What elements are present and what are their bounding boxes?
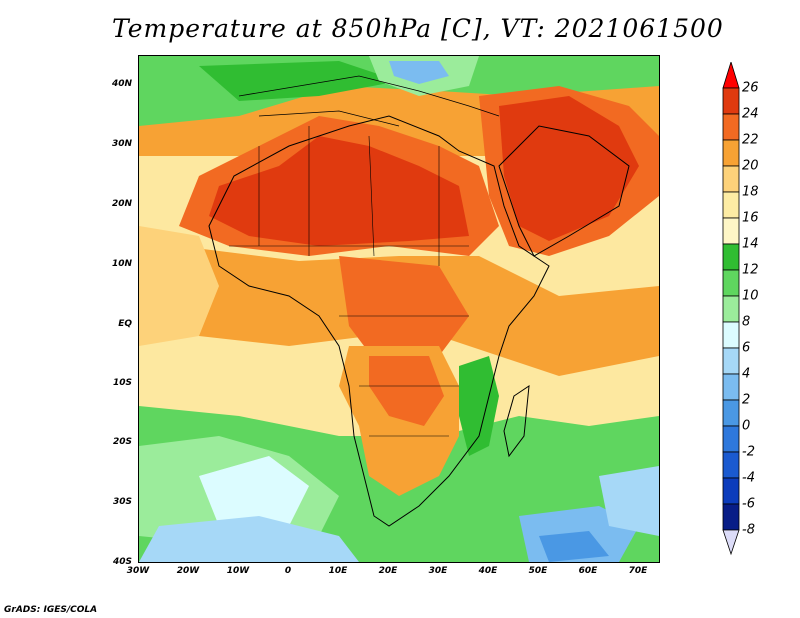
colorbar-label: -8 (742, 522, 755, 538)
temperature-map (138, 55, 660, 563)
colorbar-label: 24 (742, 106, 759, 122)
colorbar-segment (722, 295, 740, 323)
lon-tick-20e: 20E (378, 566, 398, 576)
lat-tick-20s: 20S (112, 437, 132, 447)
lon-tick-20w: 20W (176, 566, 200, 576)
lon-tick-50e: 50E (528, 566, 548, 576)
colorbar-label: 14 (742, 236, 759, 252)
colorbar-segment (722, 425, 740, 453)
lon-tick-40e: 40E (478, 566, 498, 576)
colorbar-segment (722, 191, 740, 219)
lon-tick-30e: 30E (428, 566, 448, 576)
credit-text: GrADS: IGES/COLA (4, 605, 98, 615)
colorbar-label: -6 (742, 496, 755, 512)
lon-tick-70e: 70E (628, 566, 648, 576)
colorbar-label: 6 (742, 340, 751, 356)
colorbar-label: 2 (742, 392, 751, 408)
colorbar-segment (722, 477, 740, 505)
colorbar-label: 22 (742, 132, 759, 148)
colorbar-label: 26 (742, 80, 759, 96)
colorbar (722, 62, 740, 556)
colorbar-segment (722, 503, 740, 531)
lat-tick-30s: 30S (112, 497, 132, 507)
chart-title: Temperature at 850hPa [C], VT: 202106150… (112, 14, 724, 43)
colorbar-segment (722, 113, 740, 141)
colorbar-segment (722, 529, 740, 556)
lon-tick-10w: 10W (226, 566, 250, 576)
colorbar-label: 4 (742, 366, 751, 382)
colorbar-label: 18 (742, 184, 759, 200)
lon-tick-10e: 10E (328, 566, 348, 576)
colorbar-segment (722, 165, 740, 193)
colorbar-label: 20 (742, 158, 759, 174)
colorbar-label: 0 (742, 418, 751, 434)
lat-tick-30n: 30N (111, 139, 132, 149)
lon-tick-60e: 60E (578, 566, 598, 576)
lon-tick-30w: 30W (126, 566, 150, 576)
colorbar-segment (722, 347, 740, 375)
lat-tick-20n: 20N (111, 199, 132, 209)
colorbar-segment (722, 321, 740, 349)
lat-tick-10s: 10S (112, 378, 132, 388)
lat-tick-40n: 40N (111, 79, 132, 89)
colorbar-label: -4 (742, 470, 755, 486)
colorbar-segment (722, 217, 740, 245)
lat-tick-eq: EQ (118, 319, 132, 329)
lat-tick-10n: 10N (111, 259, 132, 269)
colorbar-segment (722, 62, 740, 89)
colorbar-label: -2 (742, 444, 755, 460)
colorbar-segment (722, 451, 740, 479)
lon-tick-0: 0 (284, 566, 292, 576)
colorbar-label: 8 (742, 314, 751, 330)
colorbar-label: 12 (742, 262, 759, 278)
colorbar-segment (722, 87, 740, 115)
colorbar-segment (722, 399, 740, 427)
colorbar-label: 10 (742, 288, 759, 304)
colorbar-label: 16 (742, 210, 759, 226)
lat-tick-40s: 40S (112, 557, 132, 567)
colorbar-segment (722, 243, 740, 271)
colorbar-segment (722, 373, 740, 401)
colorbar-segment (722, 269, 740, 297)
colorbar-segment (722, 139, 740, 167)
